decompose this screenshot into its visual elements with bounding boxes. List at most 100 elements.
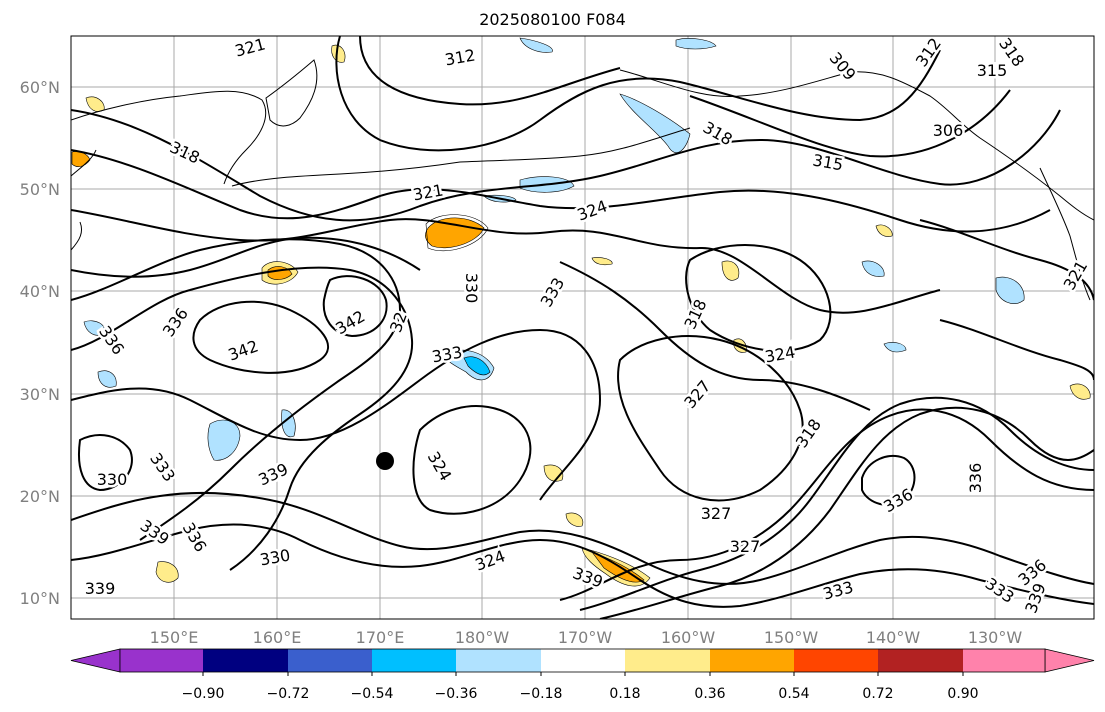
colorbar bbox=[70, 648, 1095, 673]
contour-333 bbox=[71, 266, 414, 571]
contour-lowloop bbox=[617, 335, 804, 502]
blue-patch bbox=[97, 370, 117, 388]
blue-patch bbox=[675, 38, 717, 50]
yellow-patch bbox=[591, 257, 613, 266]
yellow-patch bbox=[721, 260, 740, 281]
blue-patch bbox=[519, 37, 553, 53]
contour-wave-b bbox=[579, 396, 1094, 611]
yellow-patch bbox=[425, 214, 489, 252]
colorbar-segment bbox=[120, 649, 203, 672]
lat-tick-label: 20°N bbox=[20, 487, 60, 506]
contour-wave-a bbox=[559, 408, 1094, 601]
contour-label-text: 336 bbox=[966, 463, 985, 494]
lon-tick-label: 140°W bbox=[866, 628, 921, 647]
colorbar-segment bbox=[963, 649, 1045, 672]
contour-327 bbox=[71, 236, 871, 411]
contour-lines bbox=[71, 36, 1094, 619]
colorbar-outline bbox=[119, 648, 1046, 673]
contour-label-halo: 339 bbox=[85, 579, 116, 598]
colorbar-segment bbox=[794, 649, 878, 672]
contour-sw bbox=[78, 434, 133, 492]
colorbar-segment bbox=[710, 649, 794, 672]
blue-patch bbox=[883, 342, 907, 353]
latitude-labels: 10°N 20°N 30°N 40°N 50°N 60°N bbox=[20, 78, 60, 608]
colorbar-segment bbox=[372, 649, 456, 672]
blue-patch bbox=[861, 260, 885, 277]
yellow-patch bbox=[875, 224, 893, 237]
lon-tick-label: 150°E bbox=[150, 628, 199, 647]
contour-339 bbox=[412, 405, 532, 515]
colorbar-tick-label: −0.54 bbox=[351, 686, 394, 702]
contour-342b bbox=[322, 275, 388, 338]
colorbar-tick-label: −0.72 bbox=[267, 686, 310, 702]
contour-label-halo: 327 bbox=[701, 504, 732, 523]
colorbar-tick-label: 0.18 bbox=[609, 686, 640, 702]
blue-patch bbox=[463, 356, 491, 376]
colorbar-tick-label: 0.54 bbox=[778, 686, 809, 702]
colorbar-segment bbox=[203, 649, 288, 672]
contour-336 bbox=[71, 328, 602, 501]
contour-wave-c bbox=[599, 406, 1094, 619]
contour-eddy bbox=[861, 455, 916, 506]
yellow-patch bbox=[1069, 383, 1091, 400]
contour-label-halo: 327 bbox=[730, 537, 761, 556]
yellow-patch bbox=[155, 561, 179, 583]
contour-312 bbox=[335, 36, 941, 152]
colorbar-tick-label: −0.18 bbox=[520, 686, 563, 702]
lat-tick-label: 50°N bbox=[20, 180, 60, 199]
contour-315 bbox=[359, 36, 1011, 158]
blue-patch bbox=[83, 320, 105, 336]
colorbar-segment bbox=[288, 649, 372, 672]
lon-tick-label: 170°E bbox=[356, 628, 405, 647]
lon-tick-label: 130°W bbox=[968, 628, 1023, 647]
lon-tick-label: 160°W bbox=[661, 628, 716, 647]
yellow-patch bbox=[565, 512, 584, 527]
coastline-alaska bbox=[619, 69, 1094, 221]
contour-label-halo: 336 bbox=[966, 463, 985, 494]
lat-tick-label: 40°N bbox=[20, 282, 60, 301]
colorbar-tick-label: 0.72 bbox=[862, 686, 893, 702]
longitude-labels: 150°E 160°E 170°E 180°W 170°W 160°W 150°W 140°W… bbox=[150, 628, 1023, 647]
colorbar-segment bbox=[625, 649, 710, 672]
contour-tropics-b bbox=[71, 492, 1094, 585]
black-dot-marker bbox=[376, 452, 394, 470]
contour-label-halo: 330 bbox=[462, 273, 481, 304]
colorbar-segment bbox=[878, 649, 963, 672]
contour-318 bbox=[71, 109, 1061, 222]
colorbar-tick-label: 0.90 bbox=[947, 686, 978, 702]
map-frame bbox=[70, 35, 1095, 620]
colorbar-tick-labels: −0.90 −0.72 −0.54 −0.36 −0.18 0.18 0.36 0.54 0.7… bbox=[182, 672, 979, 702]
orange-patch bbox=[425, 217, 485, 248]
contour-tropics-a bbox=[71, 523, 1094, 608]
contour-label-text: 330 bbox=[462, 273, 481, 304]
contour-label-text: 330 bbox=[97, 470, 128, 489]
contour-324 bbox=[71, 209, 941, 314]
blue-patch bbox=[995, 276, 1025, 304]
contour-label-text: 339 bbox=[85, 579, 116, 598]
colorbar-tick-label: 0.36 bbox=[694, 686, 725, 702]
coastline-asia bbox=[71, 90, 267, 251]
lat-tick-label: 10°N bbox=[20, 589, 60, 608]
lon-tick-label: 160°E bbox=[253, 628, 302, 647]
colorbar-segment bbox=[541, 649, 625, 672]
lon-tick-label: 170°W bbox=[558, 628, 613, 647]
lon-tick-label: 150°W bbox=[764, 628, 819, 647]
coastline-kamchatka bbox=[265, 59, 318, 127]
lat-tick-label: 30°N bbox=[20, 385, 60, 404]
contour-label-halo: 315 bbox=[977, 61, 1008, 80]
contour-label-halo: 306 bbox=[933, 121, 964, 140]
contour-loop-318 bbox=[685, 244, 832, 352]
contour-330 bbox=[71, 238, 402, 541]
blue-patch bbox=[619, 93, 691, 153]
contour-342 bbox=[192, 300, 330, 374]
contour-321 bbox=[71, 149, 1051, 233]
contour-label-text: 306 bbox=[933, 121, 964, 140]
plot-title: 2025080100 F084 bbox=[479, 10, 626, 29]
colorbar-extend-left bbox=[70, 648, 121, 673]
